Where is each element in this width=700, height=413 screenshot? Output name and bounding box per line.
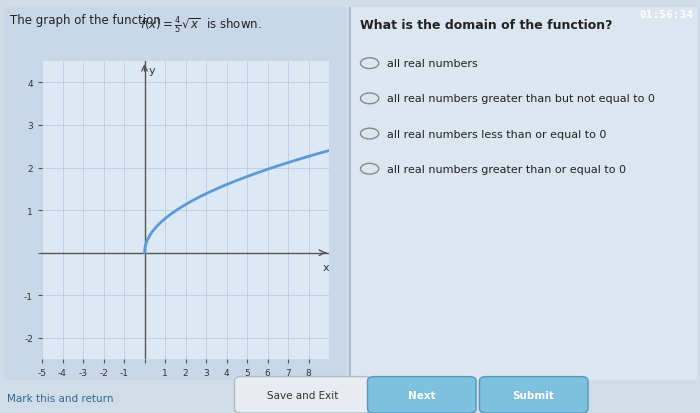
FancyBboxPatch shape [480,377,588,413]
Bar [350,8,696,380]
Text: What is the domain of the function?: What is the domain of the function? [360,19,613,31]
Text: all real numbers greater than but not equal to 0: all real numbers greater than but not eq… [387,94,655,104]
Text: x: x [323,262,329,273]
Text: Save and Exit: Save and Exit [267,390,338,400]
Text: all real numbers greater than or equal to 0: all real numbers greater than or equal t… [387,164,626,174]
Bar [349,8,351,380]
FancyBboxPatch shape [368,377,476,413]
Text: 01:56:34: 01:56:34 [639,10,693,20]
Bar [4,8,346,380]
Text: Next: Next [407,390,435,400]
Text: y: y [148,65,155,75]
Text: The graph of the function: The graph of the function [10,14,165,27]
Text: Submit: Submit [512,390,554,400]
FancyBboxPatch shape [234,377,371,413]
Text: all real numbers less than or equal to 0: all real numbers less than or equal to 0 [387,129,606,139]
Text: all real numbers: all real numbers [387,59,478,69]
Text: Mark this and return: Mark this and return [7,393,113,403]
Text: $f(x) = \frac{4}{5}\sqrt{x}$  is shown.: $f(x) = \frac{4}{5}\sqrt{x}$ is shown. [140,14,262,36]
